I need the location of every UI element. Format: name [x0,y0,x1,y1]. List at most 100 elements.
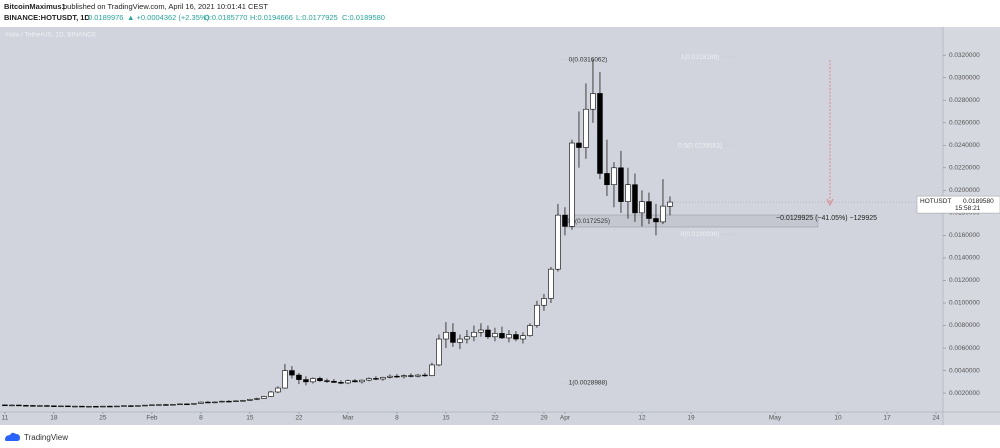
candle-body [331,380,337,383]
candle-body [296,374,302,380]
candle-body [576,142,582,148]
change: ▲ +0.0004362 (+2.35%) [127,13,210,22]
candle-body [506,334,512,339]
x-tick-label: 24 [932,415,940,422]
candle-body [618,167,624,202]
candle-body [527,325,533,336]
y-tick-label: 0.0020000 [949,390,980,397]
candle-body [2,404,8,407]
candle-body [303,379,309,383]
candle-body [100,405,106,408]
candle-body [639,201,645,214]
y-tick-label: 0.0260000 [949,119,980,126]
candle-body [338,382,344,384]
candle-body [324,380,330,382]
y-tick-label: 0.0220000 [949,165,980,172]
candle-body [135,405,141,407]
ohlc: L:0.0177925 [296,13,338,22]
candle-body [359,379,365,383]
candle-body [233,400,239,402]
y-tick-label: 0.0040000 [949,367,980,374]
x-tick-label: 12 [638,415,646,422]
ohlc: O:0.0185770 [204,13,247,22]
candle-body [345,380,351,384]
x-tick-label: 11 [2,415,9,422]
ohlc: H:0.0194666 [250,13,293,22]
candle-body [177,403,183,406]
candle-body [9,404,15,407]
candle-body [597,93,603,174]
candle-body [310,378,316,383]
candle-body [415,374,421,377]
last-price-label: 0.0189580 [963,198,994,205]
candle-body [58,405,64,408]
x-tick-label: Mar [342,415,354,422]
candle-body [268,391,274,397]
candle-body [485,329,491,338]
y-tick-label: 0.0320000 [949,52,980,59]
y-tick-label: 0.0200000 [949,187,980,194]
candle-body [121,405,127,407]
candle-body [114,405,120,408]
y-tick-label: 0.0120000 [949,277,980,284]
x-tick-label: 18 [50,415,58,422]
candle-body [128,405,134,407]
symbol: BINANCE:HOTUSDT, 1D [4,13,90,22]
candle-body [261,396,267,399]
ohlc: C:0.0189580 [342,13,385,22]
candle-body [569,142,575,227]
candle-body [86,405,92,408]
candle-body [51,405,57,407]
candle-body [436,338,442,366]
candle-body [16,404,22,407]
candle-body [625,184,631,202]
footer: TradingView [5,432,68,442]
candle-body [219,400,225,403]
candle-body [107,405,113,408]
candle-body [352,380,358,383]
candle-body [30,405,36,407]
candle-body [513,334,519,340]
x-tick-label: May [769,415,782,422]
candle-body [660,205,666,223]
candle-body [289,370,295,376]
x-tick-label: 10 [834,415,842,422]
y-tick-label: 0.0160000 [949,232,980,239]
x-tick-label: 22 [295,415,303,422]
x-tick-label: 8 [199,415,203,422]
candle-body [254,398,260,400]
candle-body [191,403,197,405]
last-price-name: HOTUSDT [920,198,951,205]
fib-label: 1(0.0028988) [569,380,608,387]
fib-label: 0(0.0316062) [569,56,608,63]
candle-body [667,201,673,207]
author: BitcoinMaximus1 [4,2,66,11]
arrow-head [826,198,834,206]
candle-body [163,404,169,406]
candle-body [499,333,505,339]
x-tick-label: Feb [146,415,158,422]
candle-body [520,335,526,340]
candle-body [366,378,372,381]
candle-body [275,387,281,393]
candle-body [422,374,428,377]
x-tick-label: 22 [491,415,499,422]
x-tick-label: 29 [540,415,548,422]
x-tick-label: 19 [687,415,695,422]
candle-body [156,404,162,406]
y-tick-label: 0.0140000 [949,255,980,262]
candle-body [205,401,211,404]
candle-body [611,167,617,186]
candle-body [387,375,393,378]
candle-body [632,184,638,214]
candle-body [478,329,484,333]
fib-label: 0.5(0.0172525) [566,218,610,225]
candle-body [450,331,456,343]
price: 0.0189976 [88,13,123,22]
candle-body [583,108,589,148]
x-tick-label: 15 [246,415,254,422]
x-tick-label: 15 [442,415,450,422]
y-tick-label: 0.0300000 [949,74,980,81]
y-tick-label: 0.0100000 [949,300,980,307]
